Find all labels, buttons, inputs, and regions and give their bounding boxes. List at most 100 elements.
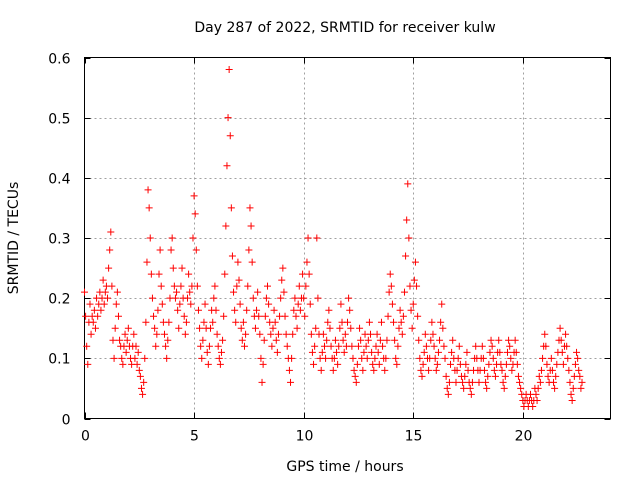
data-point bbox=[508, 366, 516, 374]
data-point bbox=[367, 330, 375, 338]
data-point bbox=[420, 348, 428, 356]
data-point bbox=[300, 294, 308, 302]
data-point bbox=[489, 354, 497, 362]
data-point bbox=[249, 294, 257, 302]
data-point bbox=[563, 342, 571, 350]
data-point bbox=[106, 246, 114, 254]
data-point bbox=[417, 366, 425, 374]
data-point bbox=[273, 348, 281, 356]
data-point bbox=[354, 342, 362, 350]
data-point bbox=[419, 360, 427, 368]
data-point bbox=[177, 282, 185, 290]
data-point bbox=[213, 330, 221, 338]
data-point bbox=[150, 312, 158, 320]
data-point bbox=[184, 294, 192, 302]
data-point bbox=[442, 372, 450, 380]
data-point bbox=[337, 300, 345, 308]
data-point bbox=[415, 336, 423, 344]
data-point bbox=[311, 342, 319, 350]
data-point bbox=[353, 360, 361, 368]
data-point bbox=[265, 300, 273, 308]
data-point bbox=[225, 66, 233, 74]
data-point bbox=[291, 294, 299, 302]
data-point bbox=[237, 324, 245, 332]
data-point bbox=[393, 360, 401, 368]
data-point bbox=[81, 288, 88, 296]
data-point bbox=[387, 282, 395, 290]
data-point bbox=[319, 330, 327, 338]
y-tick-label: 0.6 bbox=[48, 52, 70, 68]
data-point bbox=[137, 384, 145, 392]
data-point bbox=[287, 378, 295, 386]
data-point bbox=[416, 354, 424, 362]
data-point bbox=[541, 330, 549, 338]
data-point bbox=[350, 366, 358, 374]
data-point bbox=[307, 330, 315, 338]
data-point bbox=[269, 324, 277, 332]
data-point bbox=[320, 342, 328, 350]
data-point bbox=[201, 300, 209, 308]
data-point bbox=[323, 336, 331, 344]
data-point bbox=[444, 390, 452, 398]
data-point bbox=[406, 282, 414, 290]
data-point bbox=[559, 360, 567, 368]
data-point bbox=[511, 336, 519, 344]
data-point bbox=[141, 354, 149, 362]
data-point bbox=[516, 378, 524, 386]
data-point bbox=[164, 336, 172, 344]
data-point bbox=[224, 114, 232, 122]
data-point bbox=[116, 336, 124, 344]
data-point bbox=[215, 354, 223, 362]
data-point bbox=[438, 300, 446, 308]
data-point bbox=[436, 336, 444, 344]
data-point bbox=[122, 348, 130, 356]
data-point bbox=[370, 366, 378, 374]
data-point bbox=[306, 300, 314, 308]
data-point bbox=[317, 366, 325, 374]
data-point bbox=[517, 384, 525, 392]
data-point bbox=[207, 324, 215, 332]
data-point bbox=[174, 306, 182, 314]
data-point bbox=[109, 336, 117, 344]
data-point bbox=[83, 342, 91, 350]
data-point bbox=[384, 312, 392, 320]
data-point bbox=[133, 360, 141, 368]
data-point bbox=[375, 360, 383, 368]
data-point bbox=[119, 360, 127, 368]
data-point bbox=[428, 318, 436, 326]
data-point bbox=[356, 324, 364, 332]
data-point bbox=[118, 354, 126, 362]
data-point bbox=[449, 336, 457, 344]
data-point bbox=[270, 306, 278, 314]
data-point bbox=[385, 288, 393, 296]
data-point bbox=[242, 330, 250, 338]
data-point bbox=[402, 252, 410, 260]
data-point bbox=[506, 342, 514, 350]
data-point bbox=[578, 378, 586, 386]
data-point bbox=[330, 354, 338, 362]
data-point bbox=[344, 318, 351, 326]
data-point bbox=[325, 306, 333, 314]
data-point bbox=[360, 348, 368, 356]
data-point bbox=[261, 312, 269, 320]
data-point bbox=[255, 312, 263, 320]
data-point bbox=[226, 132, 234, 140]
data-point bbox=[551, 384, 559, 392]
data-point bbox=[86, 300, 94, 308]
data-point bbox=[346, 306, 354, 314]
data-point bbox=[439, 324, 447, 332]
data-point bbox=[550, 378, 558, 386]
y-tick-label: 0.4 bbox=[48, 172, 70, 188]
data-point bbox=[228, 252, 236, 260]
data-point bbox=[216, 360, 224, 368]
data-point bbox=[314, 294, 322, 302]
data-point bbox=[219, 336, 227, 344]
data-point bbox=[336, 324, 344, 332]
data-point bbox=[301, 312, 309, 320]
data-point bbox=[259, 360, 267, 368]
data-point bbox=[295, 282, 303, 290]
data-point bbox=[312, 324, 320, 332]
data-point bbox=[271, 318, 279, 326]
data-point bbox=[372, 342, 380, 350]
data-point bbox=[294, 300, 302, 308]
